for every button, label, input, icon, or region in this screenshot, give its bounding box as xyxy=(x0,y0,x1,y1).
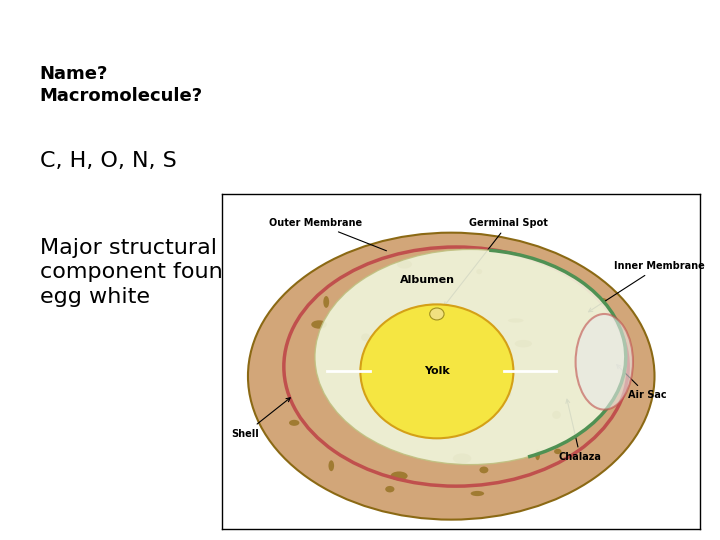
Ellipse shape xyxy=(508,318,523,323)
Ellipse shape xyxy=(248,233,654,519)
Text: Outer Membrane: Outer Membrane xyxy=(269,218,387,251)
Ellipse shape xyxy=(515,340,532,348)
Ellipse shape xyxy=(476,269,482,274)
Ellipse shape xyxy=(480,467,488,474)
Text: Yolk: Yolk xyxy=(424,366,450,376)
Text: Germinal Spot: Germinal Spot xyxy=(444,218,548,306)
Ellipse shape xyxy=(554,449,562,454)
Text: Name?
Macromolecule?: Name? Macromolecule? xyxy=(40,65,203,105)
Ellipse shape xyxy=(453,454,472,463)
Text: Major structural
component found in
egg white: Major structural component found in egg … xyxy=(40,238,264,307)
Ellipse shape xyxy=(505,390,511,397)
Text: Inner Membrane: Inner Membrane xyxy=(588,261,705,312)
Ellipse shape xyxy=(385,486,395,492)
Ellipse shape xyxy=(552,411,561,419)
Ellipse shape xyxy=(471,491,484,496)
Ellipse shape xyxy=(315,249,626,464)
Ellipse shape xyxy=(311,320,327,329)
Ellipse shape xyxy=(360,305,513,438)
Text: Air Sac: Air Sac xyxy=(617,364,667,400)
Text: Albumen: Albumen xyxy=(400,275,455,286)
Ellipse shape xyxy=(289,420,300,426)
Ellipse shape xyxy=(575,314,633,410)
Text: C, H, O, N, S: C, H, O, N, S xyxy=(40,151,176,171)
Ellipse shape xyxy=(390,471,408,481)
Ellipse shape xyxy=(598,298,607,303)
Text: Shell: Shell xyxy=(231,398,290,438)
Ellipse shape xyxy=(535,450,540,460)
Ellipse shape xyxy=(428,302,436,310)
Ellipse shape xyxy=(361,333,370,341)
Ellipse shape xyxy=(478,320,483,332)
Ellipse shape xyxy=(430,308,444,320)
Ellipse shape xyxy=(375,369,387,375)
Ellipse shape xyxy=(323,296,329,308)
Ellipse shape xyxy=(328,460,334,471)
Text: Chalaza: Chalaza xyxy=(559,399,602,462)
Ellipse shape xyxy=(397,260,412,268)
